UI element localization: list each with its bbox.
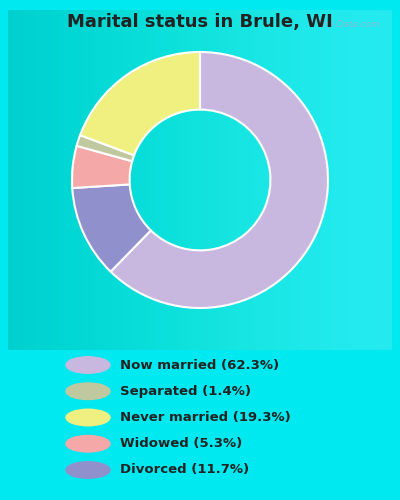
Text: Now married (62.3%): Now married (62.3%) [120,358,279,372]
Text: Divorced (11.7%): Divorced (11.7%) [120,464,249,476]
Wedge shape [72,184,151,272]
Text: Marital status in Brule, WI: Marital status in Brule, WI [67,12,333,30]
Wedge shape [72,146,132,188]
Wedge shape [77,135,134,161]
Wedge shape [80,52,200,156]
Text: Never married (19.3%): Never married (19.3%) [120,411,291,424]
Circle shape [66,357,110,373]
Wedge shape [111,52,328,308]
Circle shape [66,409,110,426]
Circle shape [66,383,110,400]
Circle shape [66,462,110,478]
Text: Separated (1.4%): Separated (1.4%) [120,385,251,398]
Text: Widowed (5.3%): Widowed (5.3%) [120,437,242,450]
Text: City-Data.com: City-Data.com [316,20,380,29]
Circle shape [66,436,110,452]
